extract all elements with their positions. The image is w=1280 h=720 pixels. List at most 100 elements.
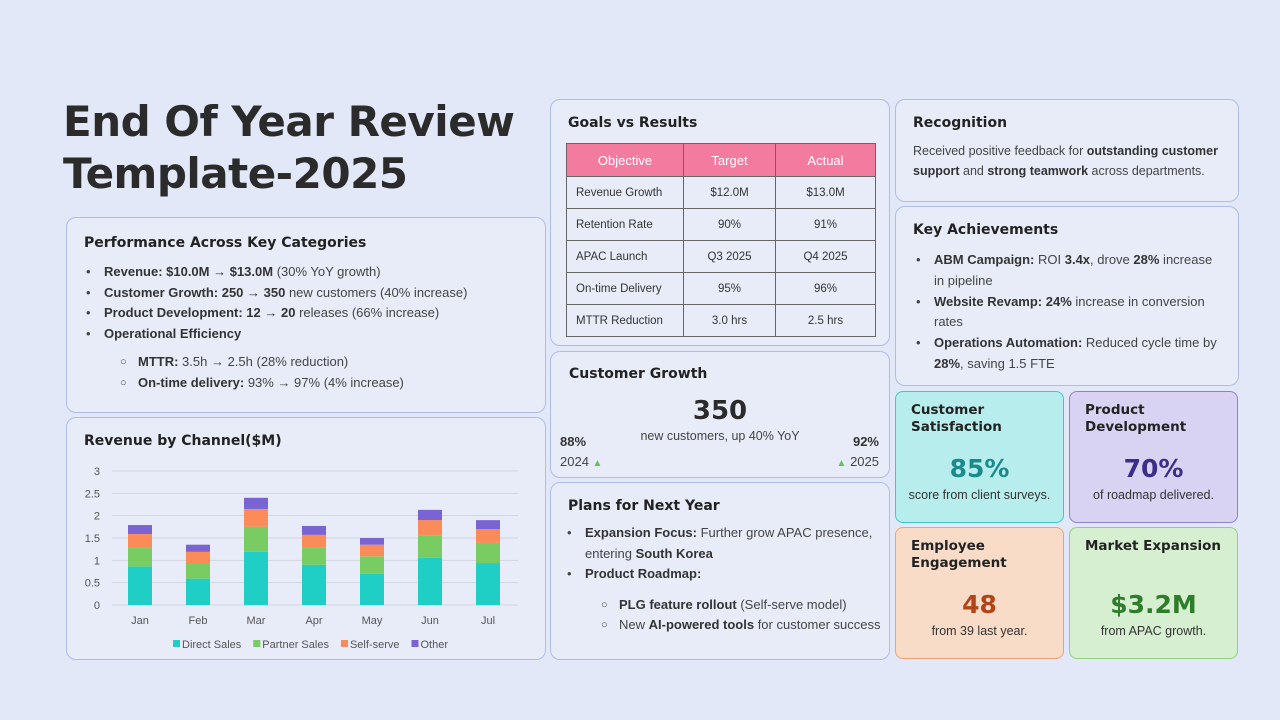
page-title: End Of Year Review Template-2025 [63,96,515,200]
y-tick-label: 2.5 [85,488,100,500]
bold-text: Revenue: $10.0M → $13.0M [104,264,274,279]
kpi-value: 48 [962,590,997,619]
bold-text: Expansion Focus: [585,525,697,540]
kpi-card: Product Development 70% of roadmap deliver… [1069,391,1238,523]
bar-segment-other [128,525,152,534]
bold-text: Operations Automation: [934,335,1083,350]
plan-item: Expansion Focus: Further grow APAC prese… [567,523,882,564]
column-header: Objective [566,143,684,177]
kpi-description: from 39 last year. [931,624,1028,638]
text: new customers (40% increase) [285,284,468,300]
table-cell: 3.0 hrs [683,304,776,337]
bar-segment-self-serve [476,529,500,543]
performance-item: Operational Efficiency [86,324,536,345]
bar-segment-partner-sales [360,556,384,574]
text: Reduced cycle time by [1082,335,1217,350]
legend-swatch [253,640,261,647]
table-cell: $13.0M [775,176,876,209]
legend-swatch [411,640,419,647]
bar-segment-direct-sales [476,563,500,605]
achievements-heading: Key Achievements [913,222,1059,238]
bar-segment-other [360,538,384,545]
x-tick-label: Feb [189,615,208,627]
bar-segment-partner-sales [302,547,326,565]
up-triangle-icon: ▲ [836,458,847,469]
title-line-1: End Of Year Review [63,97,515,146]
table-cell: APAC Launch [566,240,684,273]
text: increase in pipeline [934,252,1213,288]
y-tick-label: 3 [94,466,100,478]
bold-text: Product Development: 12 → 20 [104,305,296,320]
text: Further grow APAC presence, entering [585,525,873,561]
kpi-value: $3.2M [1110,590,1197,619]
bold-text: strong teamwork [987,164,1089,178]
revenue-chart: 0 0.5 1 1.5 2 2.5 3 Jan Feb Mar Apr May Jun Jul Direct… [85,466,518,651]
kpi-title: Customer Satisfaction [911,402,1002,435]
table-cell: 91% [775,208,876,241]
legend-label: Self-serve [350,639,400,651]
plans-heading: Plans for Next Year [568,498,720,514]
bar-segment-direct-sales [128,566,152,605]
text: (Self-serve model) [736,596,847,612]
text: across departments. [1088,164,1205,178]
bold-text: MTTR: [138,354,179,369]
right-year-label: 2025 [850,454,879,469]
x-tick-label: May [362,615,383,627]
left-year: 2024 ▲ [560,454,602,469]
legend-swatch [340,640,348,647]
x-tick-label: Mar [247,615,266,627]
text: 3.5h → 2.5h (28% reduction) [178,354,349,369]
performance-item: MTTR: 3.5h → 2.5h (28% reduction) [86,352,536,373]
legend-swatch [173,640,180,647]
right-percent: 92% [852,434,879,449]
text: , saving 1.5 FTE [960,355,1055,371]
bar-segment-direct-sales [186,578,210,605]
achievement-item: ABM Campaign: ROI 3.4x, drove 28% increa… [916,250,1221,291]
performance-item: Revenue: $10.0M → $13.0M (30% YoY growth… [86,262,536,283]
performance-item: Product Development: 12 → 20 releases (6… [86,303,536,324]
bar-segment-direct-sales [302,564,326,605]
goals-heading: Goals vs Results [568,115,698,131]
legend-label: Direct Sales [182,639,242,651]
x-tick-label: Jan [131,615,149,627]
achievements-list: ABM Campaign: ROI 3.4x, drove 28% increa… [916,250,1221,375]
bold-text: 3.4x [1064,252,1091,267]
kpi-title: Employee Engagement [911,538,1007,571]
table-cell: 2.5 hrs [775,304,876,337]
bar-segment-self-serve [186,551,210,564]
kpi-value: 70% [1123,454,1184,483]
kpi-value: 85% [949,454,1010,483]
kpi-title: Market Expansion [1085,538,1221,554]
bold-text: Customer Growth: 250 → 350 [104,284,286,300]
text: and [959,164,988,178]
right-year: ▲ 2025 [837,454,879,469]
kpi-card: Employee Engagement 48 from 39 last year. [895,527,1064,659]
bar-segment-other [186,544,210,552]
table-cell: On-time Delivery [566,272,684,305]
bar-segment-other [244,497,268,509]
text: Received positive feedback for [913,144,1087,158]
bar-segment-direct-sales [244,551,268,605]
column-header: Target [683,143,776,177]
table-row: Retention Rate 90% 91% [566,208,876,241]
x-tick-label: Apr [305,615,322,627]
bold-text: On-time delivery: [138,374,245,390]
text: ROI [1034,252,1065,267]
recognition-card [895,99,1239,202]
recognition-text: Received positive feedback for outstandi… [913,141,1231,181]
plan-item: Product Roadmap: [567,564,882,585]
bar-segment-self-serve [360,544,384,557]
table-row: APAC Launch Q3 2025 Q4 2025 [566,240,876,273]
bold-text: PLG feature rollout [619,596,737,612]
kpi-card: Customer Satisfaction 85% score from clien… [895,391,1064,523]
bar-segment-other [476,520,500,530]
bold-text: Operational Efficiency [104,325,242,341]
bold-text: 28% [934,355,961,371]
title-line-2: Template-2025 [63,149,408,198]
performance-item: Customer Growth: 250 → 350 new customers… [86,283,536,304]
text: New [619,617,649,632]
bold-text: Product Roadmap: [585,566,702,581]
bold-text: 28% [1133,252,1160,267]
plan-item: PLG feature rollout (Self-serve model) [567,595,882,616]
bar-segment-other [418,509,442,521]
